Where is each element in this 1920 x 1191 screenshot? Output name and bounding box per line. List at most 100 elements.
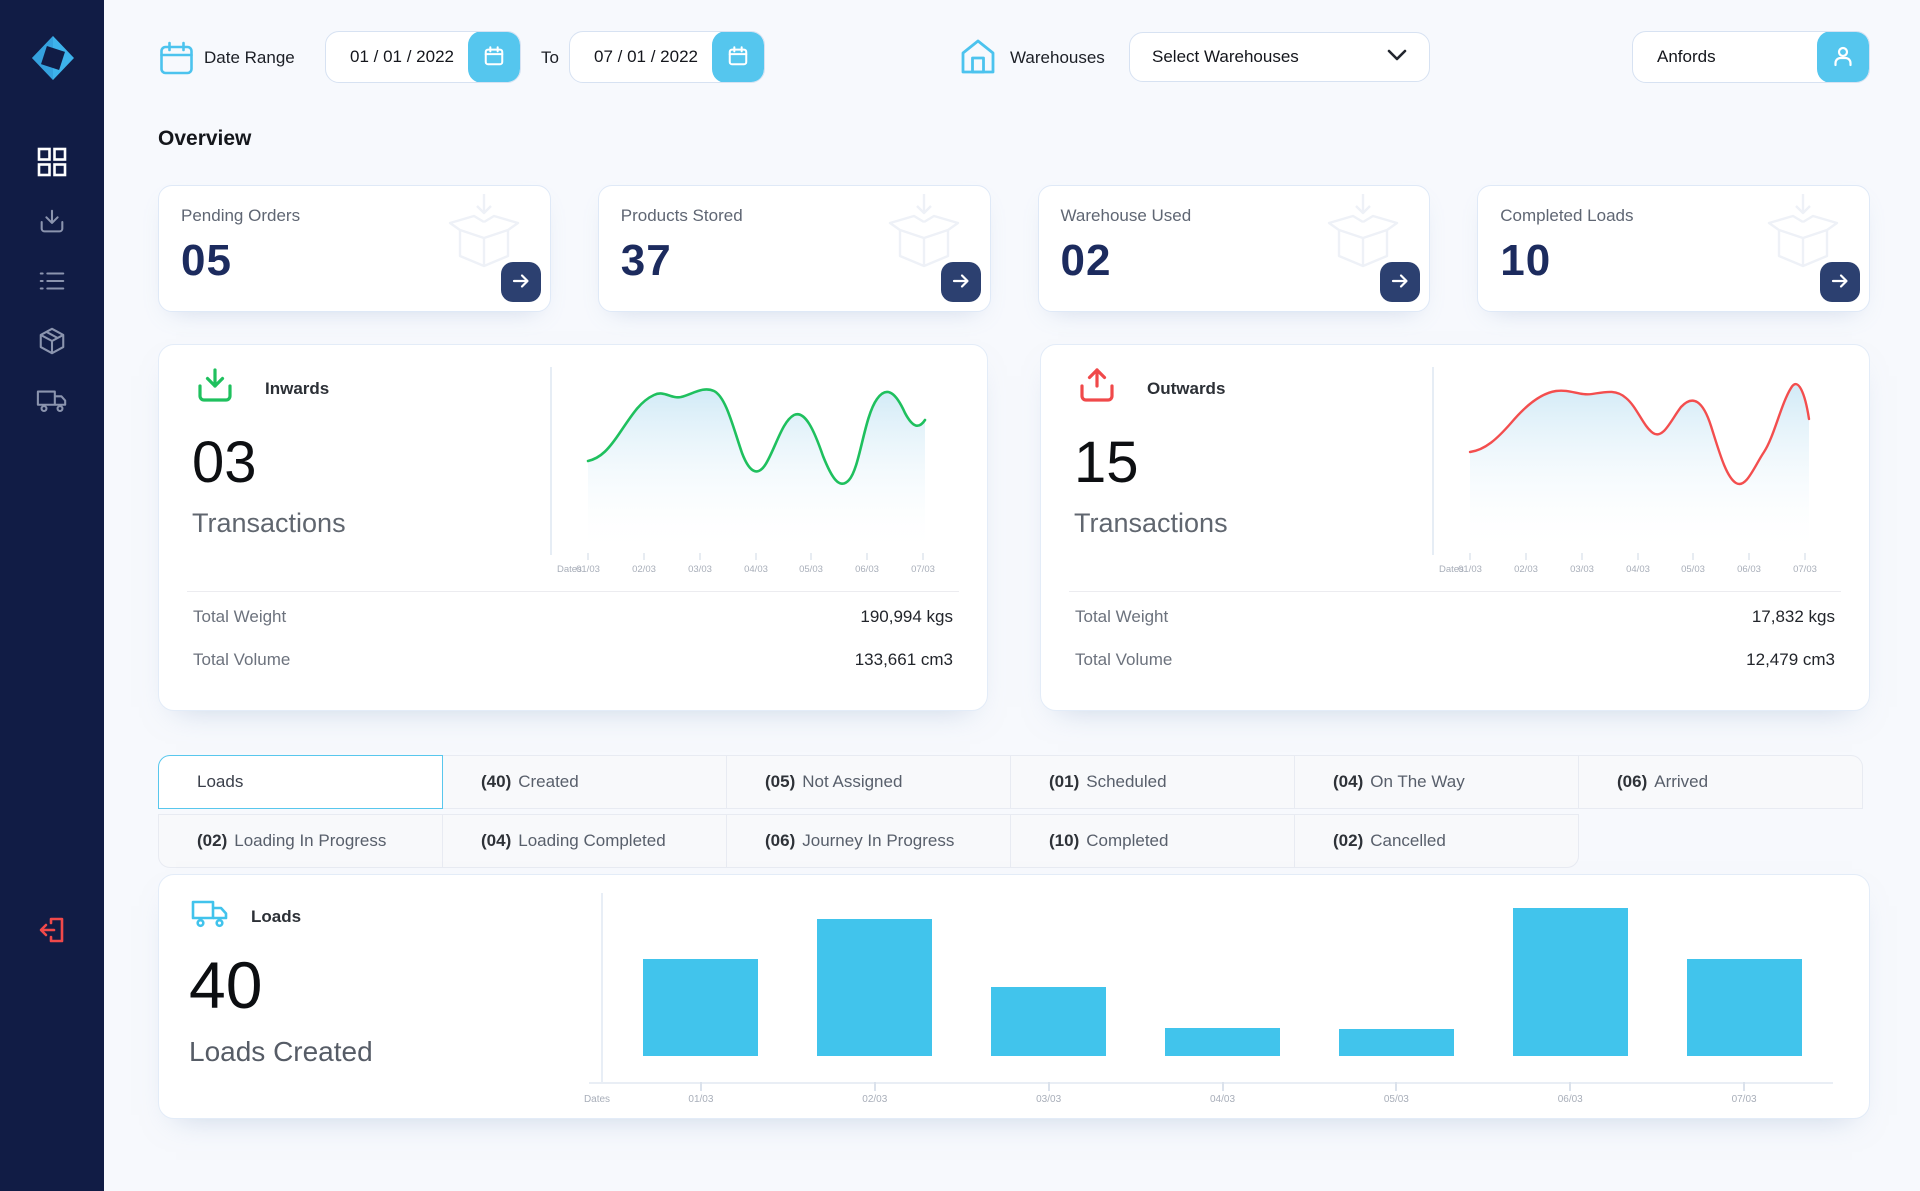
- total-volume-row: Total Volume 12,479 cm3: [1075, 650, 1835, 670]
- loads-title: Loads: [251, 906, 302, 926]
- bar-05-03: [1338, 1029, 1454, 1056]
- x-tick: 02/03: [632, 564, 656, 575]
- tab-on-the-way[interactable]: (04) On The Way: [1294, 755, 1579, 809]
- logout-icon: [36, 914, 68, 946]
- tab-label: Scheduled: [1086, 772, 1167, 791]
- date-range-label: Date Range: [204, 48, 295, 67]
- date-to-value[interactable]: 07 / 01 / 2022: [594, 47, 698, 66]
- stat-card-products-stored: Products Stored 37: [597, 185, 991, 312]
- x-tick: 05/03: [799, 564, 823, 575]
- bars: [614, 895, 1831, 1056]
- x-tick: 06/03: [1557, 1094, 1583, 1105]
- x-tick: 02/03: [862, 1094, 888, 1105]
- bar-03-03: [991, 987, 1107, 1056]
- tab-label: Cancelled: [1370, 831, 1446, 850]
- x-axis-line: [589, 1082, 1833, 1084]
- date-to-calendar-button[interactable]: [712, 32, 764, 82]
- bar-04-03: [1165, 1028, 1280, 1056]
- date-from-calendar-button[interactable]: [468, 32, 520, 82]
- chevron-down-icon: [1387, 48, 1407, 66]
- sidebar-logout[interactable]: [0, 908, 104, 952]
- tab-arrived[interactable]: (06) Arrived: [1578, 755, 1863, 809]
- sidebar-item-inwards[interactable]: [0, 200, 104, 244]
- total-volume-value: 12,479 cm3: [1746, 650, 1835, 669]
- date-to-field[interactable]: 07 / 01 / 2022: [569, 31, 765, 83]
- tab-scheduled[interactable]: (01) Scheduled: [1010, 755, 1295, 809]
- stat-value: 05: [181, 236, 232, 285]
- warehouse-used-arrow-button[interactable]: [1380, 262, 1421, 302]
- arrow-right-icon: [1390, 271, 1410, 294]
- warehouse-icon: [958, 37, 998, 82]
- x-tick: 01/03: [1458, 564, 1482, 575]
- bar-06-03: [1512, 908, 1628, 1056]
- tab-count: (06): [765, 831, 796, 850]
- app-logo-icon: [30, 34, 76, 82]
- stat-card-completed-loads: Completed Loads 10: [1477, 185, 1870, 312]
- tab-label: Completed: [1086, 831, 1169, 850]
- x-tick: 05/03: [1681, 564, 1705, 575]
- arrow-right-icon: [511, 271, 531, 294]
- divider: [1069, 591, 1841, 592]
- stat-card-warehouse-used: Warehouse Used 02: [1037, 185, 1431, 312]
- user-menu[interactable]: Anfords: [1632, 31, 1870, 83]
- stat-card-pending-orders: Pending Orders 05: [158, 185, 551, 312]
- tab-loading-in-progress[interactable]: (02) Loading In Progress: [158, 814, 443, 868]
- products-stored-arrow-button[interactable]: [940, 262, 981, 302]
- sidebar-item-loads[interactable]: [0, 379, 104, 423]
- date-from-field[interactable]: 01 / 01 / 2022: [325, 31, 521, 83]
- total-volume-label: Total Volume: [193, 650, 291, 669]
- pending-orders-arrow-button[interactable]: [500, 262, 541, 302]
- calendar-icon: [727, 45, 749, 70]
- topbar: Date Range 01 / 01 / 2022 To 07 / 01 / 2…: [158, 31, 1870, 83]
- tab-count: (05): [765, 772, 796, 791]
- tab-label: Loading In Progress: [234, 831, 387, 850]
- stat-label: Completed Loads: [1500, 206, 1634, 225]
- inwards-count: 03: [192, 430, 257, 495]
- box-watermark-icon: [1765, 190, 1841, 283]
- warehouse-select[interactable]: Select Warehouses: [1129, 32, 1430, 82]
- total-volume-row: Total Volume 133,661 cm3: [193, 650, 953, 670]
- tab-loading-completed[interactable]: (04) Loading Completed: [442, 814, 727, 868]
- calendar-icon: [158, 40, 195, 81]
- date-to-label: To: [541, 48, 559, 67]
- completed-loads-arrow-button[interactable]: [1820, 262, 1860, 302]
- tab-label: Arrived: [1654, 772, 1709, 791]
- x-tick: 01/03: [576, 564, 600, 575]
- x-tick: 07/03: [911, 564, 935, 575]
- bar-01-03: [643, 959, 759, 1056]
- total-weight-value: 17,832 kgs: [1751, 607, 1835, 626]
- list-icon: [37, 266, 67, 296]
- stat-value: 02: [1060, 236, 1112, 285]
- x-tick: 07/03: [1731, 1094, 1757, 1105]
- tab-loads[interactable]: Loads: [158, 755, 443, 809]
- page-title: Overview: [158, 127, 252, 150]
- sidebar-item-dashboard[interactable]: [0, 140, 104, 184]
- tab-created[interactable]: (40) Created: [442, 755, 727, 809]
- total-volume-label: Total Volume: [1075, 650, 1173, 669]
- tab-count: (01): [1049, 772, 1080, 791]
- total-volume-value: 133,661 cm3: [854, 650, 953, 669]
- sidebar-item-orders[interactable]: [0, 259, 104, 303]
- tab-not-assigned[interactable]: (05) Not Assigned: [726, 755, 1011, 809]
- tab-cancelled[interactable]: (02) Cancelled: [1294, 814, 1579, 868]
- user-profile-button[interactable]: [1817, 32, 1869, 82]
- tab-completed[interactable]: (10) Completed: [1010, 814, 1295, 868]
- outwards-card: Outwards 15 Transactions: [1040, 344, 1870, 711]
- tab-count: (02): [197, 831, 228, 850]
- tab-journey-in-progress[interactable]: (06) Journey In Progress: [726, 814, 1011, 868]
- stat-value: 37: [620, 236, 672, 285]
- box-watermark-icon: [886, 190, 962, 283]
- x-axis-ticks: [614, 1082, 1831, 1091]
- sidebar-item-products[interactable]: [0, 319, 104, 363]
- stat-cards-row: Pending Orders 05 Products Stored 37: [158, 185, 1870, 312]
- inwards-count-label: Transactions: [192, 508, 346, 538]
- tab-count: (04): [1333, 772, 1364, 791]
- grid-icon: [37, 147, 67, 177]
- tab-count: (02): [1333, 831, 1364, 850]
- tab-label: Loading Completed: [518, 831, 666, 850]
- x-axis-title: Dates: [1439, 564, 1464, 575]
- arrow-right-icon: [1830, 271, 1850, 294]
- box-watermark-icon: [446, 190, 522, 283]
- date-from-value[interactable]: 01 / 01 / 2022: [350, 47, 454, 66]
- outwards-line-chart: Dates 01/03 02/03 03/03 04/03 05/03 06/0…: [1415, 359, 1835, 588]
